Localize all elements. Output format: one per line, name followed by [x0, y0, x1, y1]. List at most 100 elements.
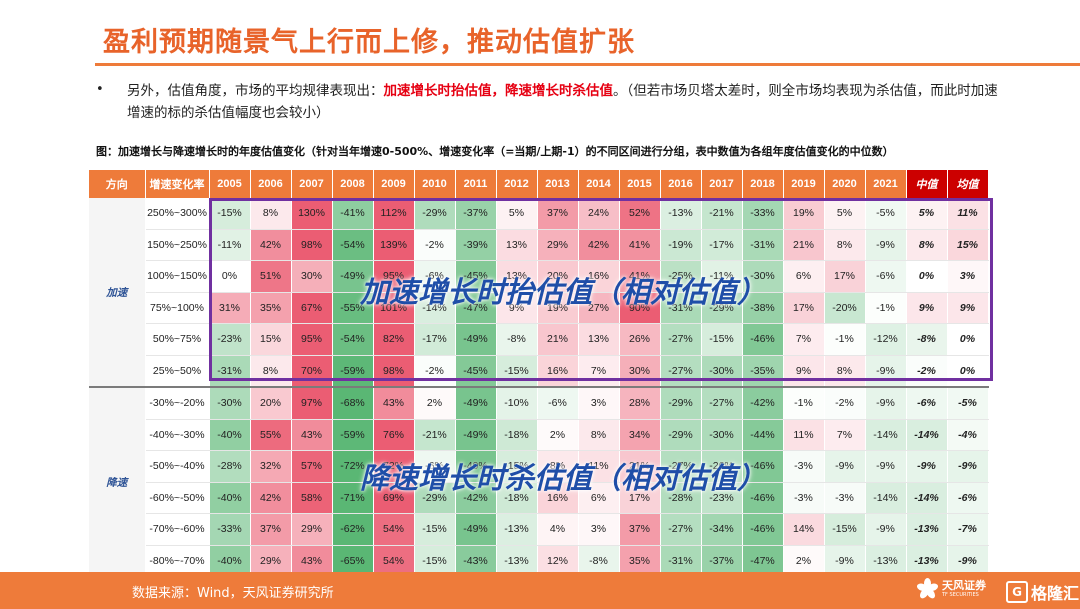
summary-cell: -9%: [947, 450, 989, 483]
value-cell: 19%: [537, 292, 579, 324]
value-cell: 72%: [373, 450, 415, 483]
summary-cell: -6%: [906, 386, 948, 420]
column-header: 2021: [865, 170, 907, 198]
table-row: 降速 -30%~-20% -30% 20% 97% -68% 43% 2% -49% -10% -6…: [89, 386, 989, 577]
value-cell: -13%: [660, 198, 702, 230]
value-cell: -6%: [414, 450, 456, 483]
value-cell: -43%: [455, 545, 497, 577]
value-cell: 55%: [250, 419, 292, 451]
value-cell: -3%: [783, 450, 825, 483]
value-cell: 52%: [619, 198, 661, 230]
column-header: 2016: [660, 170, 702, 198]
value-cell: 20%: [250, 386, 292, 420]
value-cell: -49%: [455, 450, 497, 483]
value-cell: 13%: [496, 260, 538, 293]
column-header: 2009: [373, 170, 415, 198]
value-cell: -59%: [332, 419, 374, 451]
value-cell: 2%: [414, 386, 456, 420]
value-cell: 6%: [578, 482, 620, 514]
summary-cell: -13%: [906, 545, 948, 577]
column-header: 中值: [906, 170, 948, 198]
value-cell: 16%: [537, 355, 579, 388]
value-cell: -27%: [701, 386, 743, 420]
value-cell: -25%: [660, 260, 702, 293]
value-cell: -29%: [660, 386, 702, 420]
value-cell: 42%: [578, 229, 620, 261]
range-label: 100%~150%: [145, 260, 210, 293]
value-cell: -49%: [455, 513, 497, 546]
value-cell: 41%: [619, 260, 661, 293]
summary-cell: -4%: [947, 419, 989, 451]
value-cell: 2%: [537, 419, 579, 451]
value-cell: -65%: [332, 545, 374, 577]
value-cell: 24%: [578, 198, 620, 230]
value-cell: 32%: [250, 450, 292, 483]
summary-cell: 15%: [947, 229, 989, 261]
value-cell: 21%: [619, 450, 661, 483]
value-cell: -40%: [209, 482, 251, 514]
value-cell: -34%: [701, 513, 743, 546]
table-row: -40%~-30% -40% 55% 43% -59% 76% -21% -49% -18% 2%…: [89, 419, 989, 451]
value-cell: 139%: [373, 229, 415, 261]
g-logo-icon: G: [1006, 581, 1028, 603]
value-cell: -10%: [496, 386, 538, 420]
value-cell: -31%: [209, 355, 251, 388]
value-cell: 58%: [291, 482, 333, 514]
summary-cell: 9%: [906, 292, 948, 324]
column-header: 2005: [209, 170, 251, 198]
value-cell: -27%: [660, 323, 702, 356]
range-label: -60%~-50%: [145, 482, 210, 514]
value-cell: -31%: [742, 229, 784, 261]
value-cell: 57%: [291, 450, 333, 483]
value-cell: 15%: [250, 323, 292, 356]
value-cell: -18%: [496, 419, 538, 451]
value-cell: -17%: [701, 229, 743, 261]
value-cell: -54%: [332, 229, 374, 261]
value-cell: 0%: [209, 260, 251, 293]
value-cell: 17%: [619, 482, 661, 514]
value-cell: -15%: [496, 355, 538, 388]
gelonghui-logo: G 格隆汇: [1006, 580, 1079, 604]
value-cell: 67%: [291, 292, 333, 324]
value-cell: 11%: [783, 419, 825, 451]
value-cell: -30%: [209, 386, 251, 420]
value-cell: 9%: [496, 292, 538, 324]
value-cell: -31%: [660, 545, 702, 577]
value-cell: -27%: [660, 513, 702, 546]
accelerate-highlight-box: [209, 198, 993, 381]
summary-cell: -7%: [947, 513, 989, 546]
table-body: 加速 250%~300% -15% 8% 130% -41% 112% -29% -37% 5% 3…: [89, 198, 989, 577]
column-header: 2014: [578, 170, 620, 198]
summary-cell: -14%: [906, 419, 948, 451]
value-cell: -12%: [865, 323, 907, 356]
value-cell: -40%: [209, 545, 251, 577]
range-label: -80%~-70%: [145, 545, 210, 577]
range-label: -50%~-40%: [145, 450, 210, 483]
value-cell: -9%: [824, 450, 866, 483]
value-cell: -42%: [742, 386, 784, 420]
value-cell: -6%: [537, 386, 579, 420]
value-cell: -23%: [209, 323, 251, 356]
decelerate-overlay-text: 降速增长时杀估值（相对估值）: [360, 461, 767, 495]
value-cell: 9%: [783, 355, 825, 388]
value-cell: 26%: [619, 323, 661, 356]
value-cell: 8%: [250, 355, 292, 388]
page-title: 盈利预期随景气上行而上修，推动估值扩张: [103, 27, 635, 58]
value-cell: 16%: [537, 482, 579, 514]
value-cell: -46%: [742, 450, 784, 483]
value-cell: 8%: [824, 229, 866, 261]
value-cell: -9%: [824, 545, 866, 577]
column-header: 增速变化率: [145, 170, 210, 198]
value-cell: -21%: [701, 198, 743, 230]
value-cell: -6%: [414, 260, 456, 293]
value-cell: 5%: [496, 198, 538, 230]
value-cell: 76%: [373, 419, 415, 451]
value-cell: -42%: [455, 482, 497, 514]
value-cell: 8%: [578, 419, 620, 451]
value-cell: -20%: [824, 292, 866, 324]
value-cell: -15%: [824, 513, 866, 546]
column-header: 2019: [783, 170, 825, 198]
value-cell: 2%: [783, 545, 825, 577]
range-label: 25%~50%: [145, 355, 210, 388]
value-cell: -29%: [701, 292, 743, 324]
